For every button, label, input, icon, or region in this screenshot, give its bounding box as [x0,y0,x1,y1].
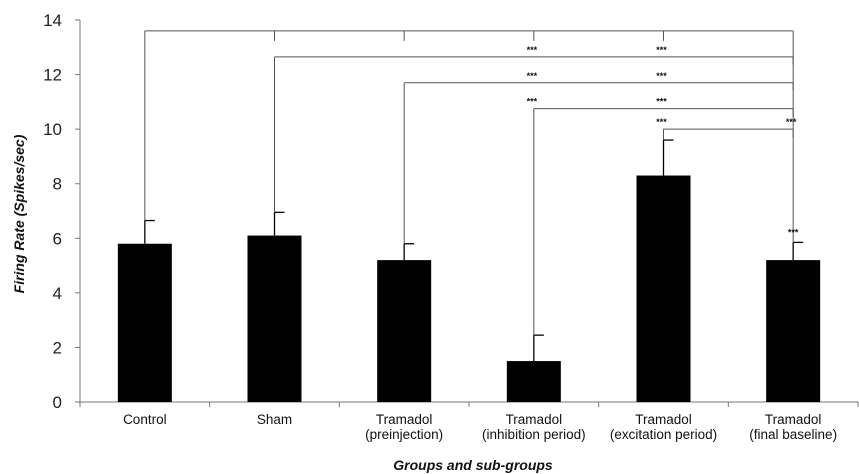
x-tick-label: (final baseline) [749,427,837,442]
significance-mark: *** [786,117,797,127]
significance-mark: *** [656,97,667,107]
x-tick-label: Tramadol [765,412,822,427]
y-axis-title: Firing Rate (Spikes/sec) [11,134,27,293]
x-tick-label: Tramadol [376,412,433,427]
bar [247,235,302,402]
x-tick-label: Tramadol [506,412,563,427]
significance-mark: *** [527,97,538,107]
y-tick-label: 4 [53,284,62,303]
y-tick-label: 12 [43,66,62,85]
bar [636,175,691,402]
x-tick-label: (inhibition period) [482,427,586,442]
bars-group [117,139,821,402]
bar [377,260,432,402]
x-tick-label: Sham [257,412,292,427]
x-tick-label: Control [123,412,167,427]
significance-mark: *** [788,227,799,237]
significance-brackets: *** *** *** *** *** *** *** *** *** [144,30,799,336]
x-tick-label: (excitation period) [610,427,717,442]
significance-mark: *** [527,71,538,81]
y-tick-label: 8 [53,175,62,194]
y-tick-label: 14 [43,11,62,30]
x-tick-label: (preinjection) [365,427,443,442]
significance-mark: *** [656,71,667,81]
y-tick-label: 0 [53,393,62,412]
bar [117,243,172,402]
y-tick-label: 10 [43,120,62,139]
x-axis-title: Groups and sub-groups [393,457,553,473]
bar [506,361,561,402]
y-tick-label: 2 [53,338,62,357]
bar [766,260,821,402]
significance-mark: *** [527,45,538,55]
significance-mark: *** [656,117,667,127]
x-axis: Control Sham Tramadol(preinjection)Tramado… [79,401,859,442]
y-tick-label: 6 [53,229,62,248]
y-axis: 0 2 4 6 8 10 12 14 [43,11,81,412]
significance-mark: *** [656,45,667,55]
x-tick-label: Tramadol [635,412,692,427]
